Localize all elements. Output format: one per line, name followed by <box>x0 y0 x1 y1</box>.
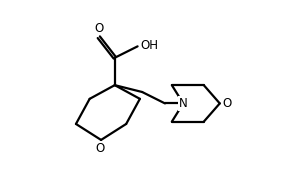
Text: N: N <box>179 97 188 110</box>
Text: OH: OH <box>140 39 158 52</box>
Text: O: O <box>95 142 105 155</box>
Text: O: O <box>94 22 103 35</box>
Text: O: O <box>222 97 231 110</box>
